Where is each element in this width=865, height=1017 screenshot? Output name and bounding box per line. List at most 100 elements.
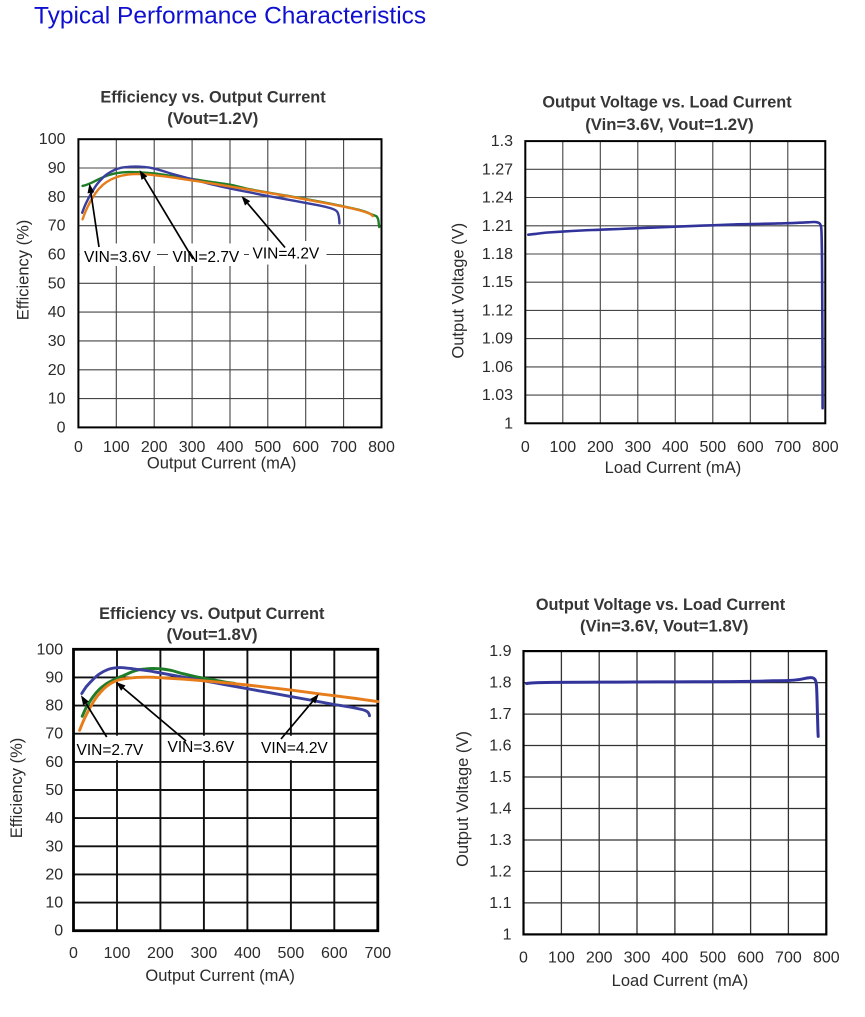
svg-text:70: 70 (48, 218, 66, 235)
svg-text:600: 600 (292, 439, 319, 456)
svg-text:1.9: 1.9 (489, 643, 511, 660)
svg-text:90: 90 (48, 160, 66, 177)
svg-text:Output Current (mA): Output Current (mA) (147, 455, 296, 473)
svg-text:200: 200 (586, 950, 613, 967)
svg-text:20: 20 (48, 362, 66, 379)
svg-text:400: 400 (662, 439, 689, 456)
svg-text:1.06: 1.06 (482, 359, 513, 376)
svg-text:(Vin=3.6V, Vout=1.2V): (Vin=3.6V, Vout=1.2V) (585, 115, 754, 134)
svg-text:1.24: 1.24 (482, 190, 513, 207)
svg-text:Efficiency vs. Output Current: Efficiency vs. Output Current (99, 605, 325, 623)
svg-text:(Vout=1.2V): (Vout=1.2V) (167, 109, 258, 128)
svg-text:300: 300 (624, 439, 651, 456)
svg-text:100: 100 (36, 641, 63, 658)
svg-text:0: 0 (519, 950, 528, 967)
svg-text:100: 100 (104, 945, 131, 962)
svg-text:600: 600 (737, 950, 764, 967)
svg-text:1.18: 1.18 (482, 246, 513, 263)
svg-text:0: 0 (54, 923, 63, 940)
svg-text:1: 1 (503, 926, 512, 943)
svg-text:0: 0 (74, 439, 83, 456)
svg-text:VIN=3.6V: VIN=3.6V (84, 249, 151, 266)
svg-text:100: 100 (548, 950, 575, 967)
svg-text:1.4: 1.4 (489, 801, 511, 818)
svg-text:0: 0 (521, 439, 530, 456)
svg-text:1.03: 1.03 (482, 387, 513, 404)
svg-text:0: 0 (57, 419, 66, 436)
svg-text:500: 500 (278, 945, 305, 962)
svg-text:800: 800 (813, 950, 840, 967)
svg-text:Load Current (mA): Load Current (mA) (612, 972, 749, 990)
svg-text:100: 100 (39, 131, 66, 148)
svg-text:1.5: 1.5 (489, 769, 511, 786)
svg-text:Load Current (mA): Load Current (mA) (605, 459, 742, 477)
svg-text:10: 10 (48, 391, 66, 408)
svg-text:VIN=2.7V: VIN=2.7V (77, 742, 144, 759)
svg-text:90: 90 (45, 669, 63, 686)
svg-text:40: 40 (48, 304, 66, 321)
svg-text:800: 800 (368, 439, 395, 456)
svg-text:300: 300 (624, 950, 651, 967)
svg-text:400: 400 (662, 950, 689, 967)
svg-text:1: 1 (504, 415, 513, 432)
svg-text:700: 700 (330, 439, 357, 456)
svg-text:Output Voltage vs. Load Curren: Output Voltage vs. Load Current (536, 596, 786, 614)
svg-text:VIN=4.2V: VIN=4.2V (261, 740, 328, 757)
svg-text:400: 400 (234, 945, 261, 962)
svg-text:200: 200 (147, 945, 174, 962)
svg-text:300: 300 (191, 945, 218, 962)
svg-text:1.3: 1.3 (489, 832, 511, 849)
svg-text:1.09: 1.09 (482, 331, 513, 348)
svg-text:Efficiency (%): Efficiency (%) (8, 738, 26, 839)
svg-text:VIN=3.6V: VIN=3.6V (168, 739, 235, 756)
svg-text:(Vout=1.8V): (Vout=1.8V) (166, 625, 257, 644)
svg-text:60: 60 (45, 754, 63, 771)
svg-text:700: 700 (364, 945, 391, 962)
svg-text:1.15: 1.15 (482, 274, 513, 291)
svg-text:200: 200 (587, 439, 614, 456)
svg-text:400: 400 (217, 439, 244, 456)
svg-text:700: 700 (775, 950, 802, 967)
svg-text:Typical Performance Characteri: Typical Performance Characteristics (34, 2, 426, 29)
svg-text:60: 60 (48, 247, 66, 264)
svg-text:Efficiency vs. Output Current: Efficiency vs. Output Current (100, 89, 326, 107)
svg-text:1.3: 1.3 (491, 133, 513, 150)
svg-text:40: 40 (45, 810, 63, 827)
svg-text:VIN=4.2V: VIN=4.2V (253, 246, 320, 263)
svg-text:Output Current (mA): Output Current (mA) (145, 967, 294, 985)
svg-text:700: 700 (774, 439, 801, 456)
svg-text:Efficiency (%): Efficiency (%) (15, 220, 33, 321)
svg-text:300: 300 (179, 439, 206, 456)
svg-text:600: 600 (321, 945, 348, 962)
svg-text:100: 100 (103, 439, 130, 456)
svg-text:50: 50 (45, 782, 63, 799)
svg-text:20: 20 (45, 866, 63, 883)
svg-text:1.27: 1.27 (482, 161, 513, 178)
svg-text:10: 10 (45, 895, 63, 912)
svg-text:0: 0 (69, 945, 78, 962)
svg-text:30: 30 (45, 838, 63, 855)
svg-text:1.21: 1.21 (482, 218, 513, 235)
svg-text:500: 500 (699, 439, 726, 456)
svg-text:50: 50 (48, 275, 66, 292)
svg-text:80: 80 (48, 189, 66, 206)
svg-text:Output Voltage vs. Load Curren: Output Voltage vs. Load Current (542, 94, 792, 112)
svg-text:1.1: 1.1 (489, 895, 511, 912)
svg-text:1.2: 1.2 (489, 863, 511, 880)
svg-text:1.8: 1.8 (489, 675, 511, 692)
svg-text:Output Voltage (V): Output Voltage (V) (449, 223, 467, 359)
svg-text:600: 600 (737, 439, 764, 456)
svg-text:800: 800 (812, 439, 839, 456)
svg-text:70: 70 (45, 726, 63, 743)
svg-text:80: 80 (45, 698, 63, 715)
svg-text:100: 100 (549, 439, 576, 456)
svg-text:1.12: 1.12 (482, 302, 513, 319)
svg-text:Output Voltage (V): Output Voltage (V) (454, 731, 472, 867)
svg-text:500: 500 (254, 439, 281, 456)
svg-text:1.7: 1.7 (489, 706, 511, 723)
svg-text:1.6: 1.6 (489, 738, 511, 755)
svg-text:30: 30 (48, 333, 66, 350)
svg-text:200: 200 (141, 439, 168, 456)
svg-text:500: 500 (699, 950, 726, 967)
svg-text:VIN=2.7V: VIN=2.7V (173, 249, 240, 266)
